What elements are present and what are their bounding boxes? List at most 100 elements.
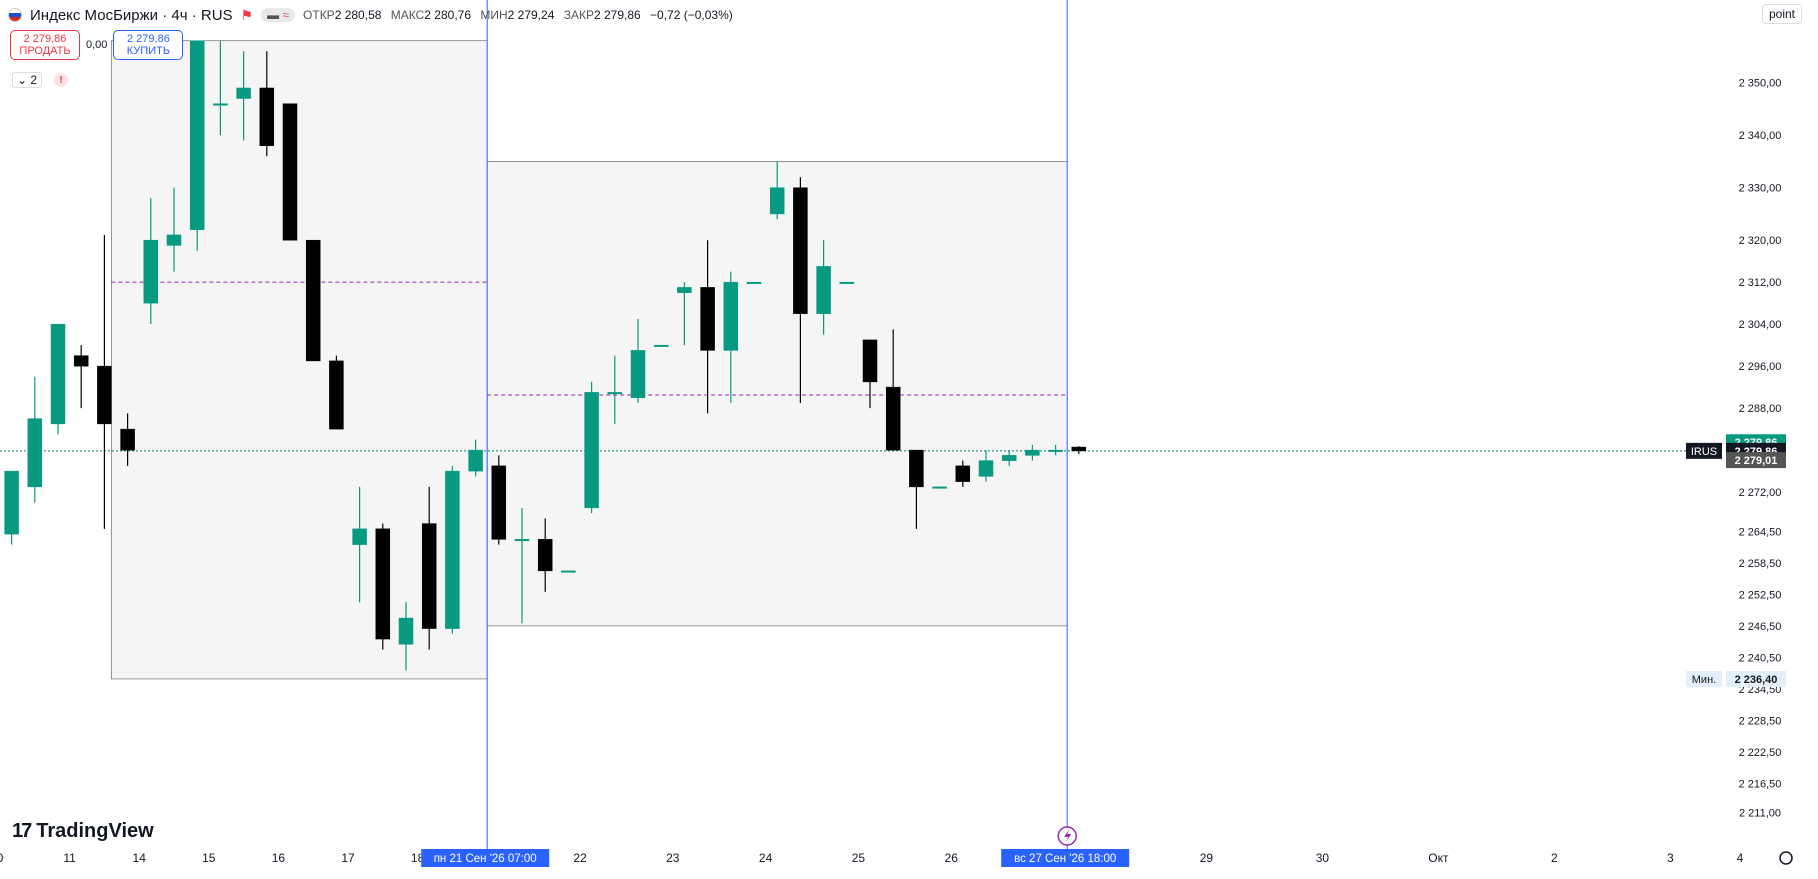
- candle-body: [885, 386, 901, 451]
- candle-body: [862, 339, 878, 383]
- x-tick-label: 15: [202, 851, 216, 865]
- x-tick-label: 25: [852, 851, 866, 865]
- buy-button[interactable]: 2 279,86 КУПИТЬ: [113, 30, 184, 60]
- x-tick-label: 22: [573, 851, 587, 865]
- candle-body: [27, 418, 43, 488]
- y-tick-label: 2 320,00: [1739, 235, 1782, 247]
- candle-body: [329, 360, 344, 430]
- y-tick-label: 2 288,00: [1739, 403, 1782, 415]
- warning-icon[interactable]: !: [54, 73, 69, 87]
- candle-body: [259, 87, 275, 146]
- y-tick-label: 2 330,00: [1739, 183, 1782, 195]
- price-tag: Мин.: [1692, 674, 1716, 686]
- scale-mode-button[interactable]: point: [1761, 4, 1802, 24]
- candle-body: [398, 617, 414, 645]
- candle-body: [932, 486, 947, 489]
- logo-text: TradingView: [36, 820, 154, 842]
- data-mode-pill[interactable]: ▬ ≈: [261, 8, 296, 22]
- y-tick-label: 2 252,50: [1739, 589, 1782, 601]
- candle-body: [189, 40, 205, 230]
- sell-button[interactable]: 2 279,86 ПРОДАТЬ: [10, 30, 80, 60]
- x-tick-label: 26: [945, 851, 959, 865]
- x-tick-label: 4: [1737, 851, 1744, 865]
- x-tick-label: 11: [63, 851, 76, 865]
- y-tick-label: 2 304,00: [1739, 319, 1782, 331]
- price-tag-bg: [1686, 670, 1722, 687]
- price-label-bg: [1726, 670, 1786, 687]
- time-marker-bg: [1001, 849, 1130, 867]
- candle-body: [816, 266, 831, 314]
- y-tick-label: 2 264,50: [1739, 526, 1782, 538]
- candle-body: [491, 465, 507, 540]
- x-tick-label: 17: [341, 851, 355, 865]
- ohlc-readout: ОТКР2 280,58 МАКС2 280,76 МИН2 279,24 ЗА…: [303, 8, 733, 22]
- candle-body: [97, 365, 112, 425]
- x-tick-label: 24: [759, 851, 773, 865]
- candle-body: [653, 344, 669, 347]
- symbol-title[interactable]: Индекс МосБиржи · 4ч · RUS: [30, 6, 233, 24]
- symbol-header: Индекс МосБиржи · 4ч · RUS ⚑ ▬ ≈ ОТКР2 2…: [8, 4, 739, 26]
- candle-body: [421, 523, 437, 629]
- candle-body: [677, 287, 692, 293]
- time-marker-bg: [421, 849, 550, 867]
- candle-body: [213, 103, 228, 106]
- candle-body: [4, 470, 19, 535]
- y-tick-label: 2 340,00: [1739, 130, 1782, 142]
- candle-body: [746, 281, 762, 284]
- candle-body: [978, 460, 994, 477]
- price-label: 2 279,01: [1735, 455, 1778, 467]
- spread-value: 0,00: [86, 39, 108, 51]
- x-tick-label: 18: [411, 851, 425, 865]
- candle-body: [375, 528, 391, 640]
- range-box: [486, 161, 1068, 627]
- settings-icon: [1779, 851, 1793, 865]
- y-tick-label: 2 222,50: [1739, 747, 1782, 759]
- candle-body: [305, 239, 321, 362]
- candle-body: [1001, 455, 1017, 461]
- y-tick-label: 2 246,50: [1739, 621, 1782, 633]
- time-marker-label: пн 21 Сен '26 07:00: [434, 853, 537, 865]
- candle-body: [143, 239, 159, 304]
- wave-icon: ≈: [282, 8, 290, 22]
- candle-body: [236, 87, 251, 99]
- candle-body: [700, 287, 715, 351]
- red-flag-icon[interactable]: ⚑: [240, 6, 254, 23]
- price-label: 2 236,40: [1735, 674, 1778, 686]
- candle-body: [1071, 446, 1087, 452]
- russia-flag-icon: [8, 8, 22, 22]
- candle-body: [561, 570, 576, 573]
- candle-body: [50, 323, 66, 425]
- candle-body: [445, 470, 460, 629]
- candle-body: [839, 281, 855, 284]
- x-tick-label: 2: [1551, 851, 1558, 865]
- candle-body: [537, 539, 553, 572]
- candle-body: [769, 187, 785, 215]
- time-marker-label: вс 27 Сен '26 18:00: [1014, 853, 1116, 865]
- y-tick-label: 2 296,00: [1739, 361, 1782, 373]
- candle-body: [282, 103, 298, 241]
- y-tick-label: 2 216,50: [1739, 778, 1782, 790]
- price-label-bg: [1726, 452, 1786, 469]
- x-tick-label: 14: [133, 851, 147, 865]
- time-axis-background: [0, 850, 1818, 879]
- candle-body: [468, 449, 483, 472]
- y-tick-label: 2 228,50: [1739, 715, 1782, 727]
- x-tick-label: 16: [272, 851, 286, 865]
- candle-body: [352, 528, 367, 545]
- trade-panel: 2 279,86 ПРОДАТЬ 0,00 2 279,86 КУПИТЬ: [10, 30, 184, 60]
- y-tick-label: 2 312,00: [1739, 277, 1782, 289]
- y-tick-label: 2 240,50: [1739, 652, 1782, 664]
- indicators-bar: ⌄ 2 !: [12, 72, 69, 88]
- y-tick-label: 2 272,00: [1739, 487, 1782, 499]
- candle-body: [607, 392, 623, 395]
- candle-body: [955, 465, 971, 482]
- price-tag-bg: [1686, 442, 1722, 459]
- indicators-toggle[interactable]: ⌄ 2: [12, 72, 43, 88]
- tradingview-logo[interactable]: 17 TradingView: [12, 820, 154, 843]
- candle-body: [1048, 449, 1063, 452]
- x-tick-label: 30: [1316, 851, 1330, 865]
- lightning-bolt-icon: [1064, 829, 1072, 843]
- candle-body: [909, 449, 924, 488]
- tv-logo-icon: 17: [12, 820, 32, 842]
